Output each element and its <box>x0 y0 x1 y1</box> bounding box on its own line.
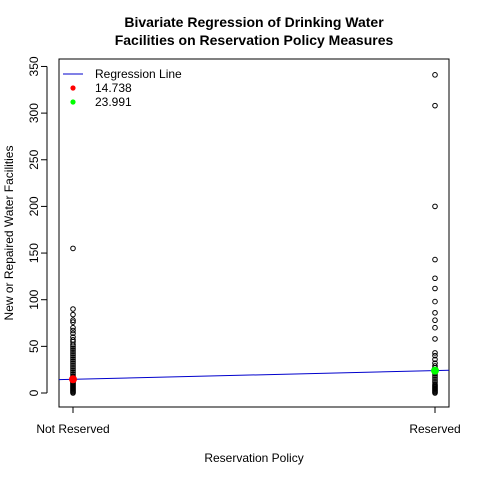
scatter-point <box>432 102 438 109</box>
scatter-point <box>432 203 438 210</box>
data-points <box>70 72 438 396</box>
x-axis: Not Reserved Reserved <box>36 406 461 436</box>
y-axis-label: New or Repaired Water Facilities <box>2 146 16 321</box>
y-tick-label: 200 <box>27 196 41 216</box>
x-axis-label: Reservation Policy <box>204 451 303 465</box>
scatter-point <box>70 347 76 353</box>
scatter-point <box>432 336 438 342</box>
y-axis: 0 50 100 150 200 250 300 350 <box>27 56 48 396</box>
mean-point <box>69 375 77 384</box>
scatter-point <box>70 354 76 361</box>
scatter-point <box>70 365 76 372</box>
scatter-point <box>70 362 76 368</box>
scatter-point <box>70 358 76 365</box>
legend-mean-reserved-label: 23.991 <box>95 95 132 109</box>
scatter-point <box>70 341 76 348</box>
scatter-point <box>70 360 76 366</box>
scatter-point <box>70 349 76 355</box>
legend: Regression Line 14.738 23.991 <box>63 67 182 109</box>
x-tick-label: Not Reserved <box>36 422 109 436</box>
y-tick-label: 100 <box>27 289 41 309</box>
scatter-point <box>432 285 438 292</box>
y-tick-label: 300 <box>27 103 41 123</box>
scatter-point <box>432 376 438 382</box>
scatter-point <box>432 309 438 316</box>
legend-regression-label: Regression Line <box>95 67 182 81</box>
scatter-point <box>70 345 76 352</box>
scatter-point <box>432 256 438 263</box>
y-tick-label: 50 <box>27 339 41 353</box>
chart-title-line-1: Bivariate Regression of Drinking Water <box>124 14 384 30</box>
scatter-point <box>432 350 438 356</box>
y-tick-label: 150 <box>27 243 41 263</box>
scatter-point <box>432 317 438 324</box>
scatter-point <box>432 374 438 380</box>
y-tick-label: 250 <box>27 149 41 169</box>
legend-mean-not-reserved-swatch <box>70 85 76 91</box>
scatter-point <box>70 319 76 325</box>
scatter-point <box>70 364 76 370</box>
regression-line <box>58 369 450 381</box>
mean-markers <box>69 366 439 384</box>
scatter-point <box>70 306 76 312</box>
scatter-point <box>70 245 76 252</box>
scatter-point <box>432 356 438 363</box>
scatter-point <box>70 343 76 350</box>
scatter-point <box>432 275 438 282</box>
scatter-point <box>70 311 76 318</box>
regression-layer <box>58 369 450 381</box>
scatter-point <box>70 390 76 396</box>
scatter-point <box>70 352 76 359</box>
scatter-point <box>432 390 438 396</box>
legend-mean-reserved-swatch <box>70 99 76 105</box>
y-tick-label: 350 <box>27 56 41 76</box>
scatter-point <box>70 367 76 374</box>
scatter-point <box>70 317 76 324</box>
scatter-point <box>70 351 76 357</box>
scatter-point <box>70 327 76 334</box>
scatter-point <box>432 298 438 305</box>
chart-title-line-2: Facilities on Reservation Policy Measure… <box>115 32 394 48</box>
scatter-point <box>432 72 438 78</box>
scatter-point <box>432 352 438 359</box>
x-tick-label: Reserved <box>409 422 460 436</box>
legend-mean-not-reserved-label: 14.738 <box>95 81 132 95</box>
scatter-point <box>70 330 76 337</box>
y-tick-label: 0 <box>27 389 41 396</box>
plot-frame <box>58 58 450 408</box>
scatter-point <box>70 356 76 363</box>
scatter-point <box>432 324 438 331</box>
mean-point <box>431 366 439 375</box>
scatter-point <box>70 324 76 331</box>
